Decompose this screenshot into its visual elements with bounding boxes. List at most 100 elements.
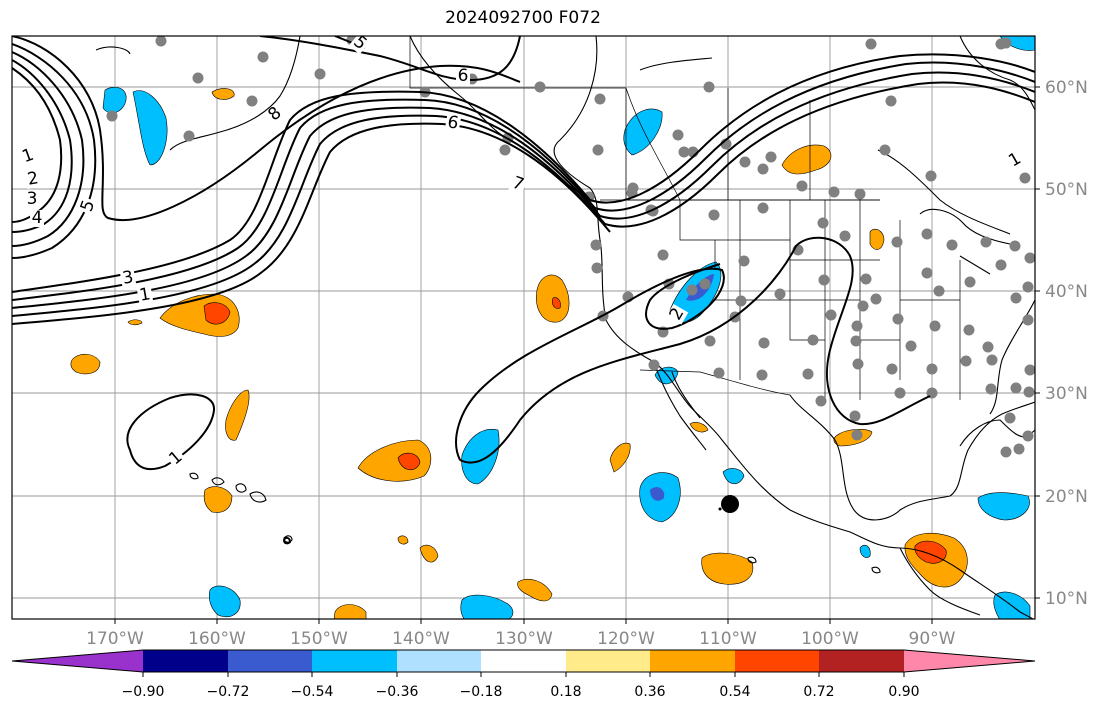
station-dot (594, 93, 606, 105)
station-dot (850, 335, 862, 347)
contour-label-bg (264, 103, 287, 126)
contour-line (12, 71, 1035, 309)
station-dot (314, 68, 326, 80)
positive-anomaly-region (203, 302, 231, 325)
station-dot (849, 410, 861, 422)
station-dot (960, 355, 972, 367)
station-dot (892, 313, 904, 325)
contour-label-bg (666, 303, 689, 325)
longitude-label: 130°W (495, 629, 553, 649)
colorbar-tick-label: 0.72 (803, 684, 834, 700)
colorbar-segment (566, 650, 650, 672)
station-dot (1000, 446, 1012, 458)
station-dot (982, 341, 994, 353)
station-dot (851, 429, 863, 441)
station-dot (686, 284, 698, 296)
longitude-label: 170°W (86, 629, 144, 649)
colorbar-extend-min (12, 650, 143, 672)
station-dot (758, 337, 770, 349)
colorbar-tick-label: −0.54 (291, 684, 334, 700)
colorbar-tick-label: −0.36 (376, 684, 419, 700)
station-dot (815, 395, 827, 407)
positive-anomaly-region (869, 228, 885, 250)
station-dot (704, 335, 716, 347)
positive-anomaly-region (357, 439, 432, 482)
colorbar: −0.90 −0.72 −0.54 −0.36 −0.18 0.18 0.36 0.54 0.7… (11, 649, 1036, 700)
contour-line (12, 43, 97, 259)
contour-label-bg (165, 447, 188, 470)
storm-center-marker (721, 495, 739, 513)
station-dot (672, 129, 684, 141)
contour-label: 2 (26, 168, 40, 190)
contour-label-bg (456, 68, 470, 85)
station-dot (756, 369, 768, 381)
colorbar-segment (650, 650, 735, 672)
station-dot (1000, 37, 1012, 49)
negative-anomaly-region (859, 544, 871, 558)
station-dot (852, 358, 864, 370)
positive-anomaly-region (517, 579, 553, 602)
negative-anomaly-region (650, 487, 665, 501)
longitude-label: 140°W (392, 629, 450, 649)
station-dot (886, 363, 898, 375)
station-dot (933, 285, 945, 297)
latitude-label: 50°N (1045, 180, 1088, 200)
station-dot (1022, 430, 1034, 442)
positive-anomaly-region (701, 552, 754, 585)
station-dot (246, 95, 258, 107)
contour-line (12, 36, 521, 222)
contour-label: 6 (446, 112, 460, 134)
contour-lines (12, 36, 1035, 545)
contour-line (259, 36, 521, 82)
station-dot (825, 309, 837, 321)
negative-anomaly-region (460, 594, 514, 619)
station-dot (807, 334, 819, 346)
station-dot (703, 81, 715, 93)
colorbar-segment (228, 650, 312, 672)
station-dot (738, 255, 750, 267)
positive-anomaly-region (552, 297, 561, 309)
station-dot (879, 144, 891, 156)
station-dot (985, 383, 997, 395)
station-dot (1004, 412, 1016, 424)
contour-line (12, 61, 1035, 301)
latitude-label: 60°N (1045, 78, 1088, 98)
station-dot (765, 151, 777, 163)
station-dot (796, 180, 808, 192)
station-dot (183, 130, 195, 142)
colorbar-tick-label: 0.54 (719, 684, 750, 700)
station-dot (891, 236, 903, 248)
longitude-label: 110°W (699, 629, 757, 649)
station-dot (980, 236, 992, 248)
longitude-labels: 170°W 160°W 150°W 140°W 130°W 120°W 110°W 100°W… (86, 619, 956, 649)
contour-label-bg (24, 169, 42, 190)
station-dot (921, 267, 933, 279)
station-dot (257, 51, 269, 63)
longitude-label: 100°W (801, 629, 859, 649)
station-dot (925, 170, 937, 182)
positive-anomaly-region (70, 353, 101, 375)
colorbar-segment (143, 650, 228, 672)
colorbar-extend-max (904, 650, 1035, 672)
station-dot (986, 354, 998, 366)
station-dot (1023, 386, 1035, 398)
station-dot (865, 38, 877, 50)
colorbar-tick-label: 0.90 (888, 684, 919, 700)
contour-label-bg (25, 191, 39, 208)
contour-line (12, 81, 1035, 317)
station-dot (964, 276, 976, 288)
station-dot (839, 230, 851, 242)
positive-anomaly-region (203, 486, 233, 513)
colorbar-segment (312, 650, 397, 672)
station-dot (870, 293, 882, 305)
map-title: 2024092700 F072 (445, 8, 601, 28)
station-dot (708, 209, 720, 221)
longitude-label: 120°W (597, 629, 655, 649)
contour-label-bg (348, 36, 371, 55)
colorbar-tick-label: −0.18 (460, 684, 503, 700)
station-dot (592, 144, 604, 156)
station-dot (106, 110, 118, 122)
colorbar-segment (819, 650, 904, 672)
station-dot (774, 288, 786, 300)
latitude-label: 20°N (1045, 487, 1088, 507)
